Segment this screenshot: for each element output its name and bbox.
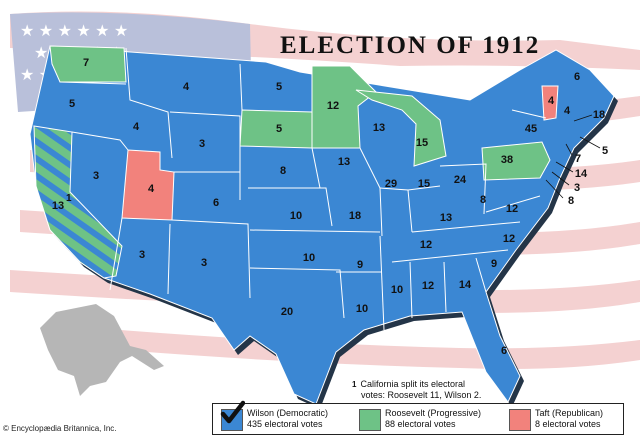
map-title: ELECTION OF 1912 <box>280 32 541 59</box>
label-colorado: 6 <box>213 197 219 209</box>
label-nevada: 3 <box>93 170 99 182</box>
label-new-hampshire: 4 <box>564 105 571 117</box>
label-arizona: 3 <box>139 249 145 261</box>
legend: Wilson (Democratic) 435 electoral votes … <box>212 400 624 435</box>
legend-text-roosevelt: Roosevelt (Progressive) 88 electoral vot… <box>385 408 481 430</box>
copyright: © Encyclopædia Britannica, Inc. <box>3 424 117 433</box>
legend-item-wilson: Wilson (Democratic) 435 electoral votes <box>220 400 351 431</box>
state-washington <box>49 45 127 83</box>
label-rhode-island: 5 <box>602 145 608 157</box>
label-west-virginia: 8 <box>480 194 486 206</box>
label-texas: 20 <box>281 306 293 318</box>
legend-text-taft: Taft (Republican) 8 electoral votes <box>535 408 603 430</box>
callout-leaders <box>545 114 601 199</box>
label-pennsylvania: 38 <box>501 154 513 166</box>
label-maryland: 8 <box>568 195 574 207</box>
legend-votes-taft: 8 electoral votes <box>535 419 601 429</box>
label-utah: 4 <box>148 183 155 195</box>
label-indiana: 15 <box>418 178 430 190</box>
label-ohio: 24 <box>454 174 467 186</box>
label-minnesota: 12 <box>327 100 339 112</box>
label-iowa: 13 <box>338 156 350 168</box>
label-florida: 6 <box>501 345 507 357</box>
legend-votes-roosevelt: 88 electoral votes <box>385 419 456 429</box>
legend-item-taft: Taft (Republican) 8 electoral votes <box>509 408 619 431</box>
label-massachusetts: 18 <box>593 109 605 121</box>
label-nebraska: 8 <box>280 165 286 177</box>
label-california-footnote: 1 <box>66 193 72 204</box>
label-maine: 6 <box>574 71 580 83</box>
label-south-dakota: 5 <box>276 123 282 135</box>
label-alabama: 12 <box>422 280 434 292</box>
label-oregon: 5 <box>69 98 75 110</box>
footnote-marker: 1 <box>352 380 357 389</box>
label-washington: 7 <box>83 57 89 69</box>
label-michigan: 15 <box>416 137 428 149</box>
label-missouri: 18 <box>349 210 361 222</box>
footnote-line-1: California split its electoral <box>360 379 465 389</box>
legend-name-roosevelt: Roosevelt (Progressive) <box>385 408 482 418</box>
legend-name-taft: Taft (Republican) <box>535 408 604 418</box>
svg-text:★ ★ ★ ★ ★ ★: ★ ★ ★ ★ ★ ★ <box>20 23 128 40</box>
label-south-carolina: 9 <box>491 258 497 270</box>
legend-swatch-roosevelt <box>359 409 381 431</box>
label-oklahoma: 10 <box>303 252 315 264</box>
label-vermont: 4 <box>548 95 555 107</box>
alaska-shape <box>40 304 164 396</box>
label-wyoming: 3 <box>199 138 205 150</box>
label-new-jersey: 14 <box>575 168 588 180</box>
electoral-vote-labels: 7 5 13 1 4 3 4 3 4 6 3 3 5 5 8 10 10 20 … <box>52 57 608 357</box>
legend-item-roosevelt: Roosevelt (Progressive) 88 electoral vot… <box>359 408 499 431</box>
label-mississippi: 10 <box>391 284 403 296</box>
label-connecticut: 7 <box>575 153 581 165</box>
footnote: 1 California split its electoral votes: R… <box>352 379 582 401</box>
footnote-line-2: votes: Roosevelt 11, Wilson 2. <box>361 390 482 400</box>
state-california <box>33 125 123 279</box>
state-michigan <box>355 89 447 167</box>
label-new-york: 45 <box>525 123 537 135</box>
label-new-mexico: 3 <box>201 257 207 269</box>
label-kansas: 10 <box>290 210 302 222</box>
state-pennsylvania <box>481 141 551 181</box>
label-georgia: 14 <box>459 279 472 291</box>
label-arkansas: 9 <box>357 259 363 271</box>
usa-shape <box>29 45 615 405</box>
legend-swatch-taft <box>509 409 531 431</box>
label-tennessee: 12 <box>420 239 432 251</box>
label-california: 13 <box>52 200 64 212</box>
legend-name-wilson: Wilson (Democratic) <box>247 408 329 418</box>
state-vermont <box>541 85 559 121</box>
label-north-carolina: 12 <box>503 233 515 245</box>
label-idaho: 4 <box>133 121 140 133</box>
legend-text-wilson: Wilson (Democratic) 435 electoral votes <box>247 408 328 430</box>
label-kentucky: 13 <box>440 212 452 224</box>
label-delaware: 3 <box>574 182 580 194</box>
label-montana: 4 <box>183 81 190 93</box>
label-north-dakota: 5 <box>276 81 282 93</box>
label-louisiana: 10 <box>356 303 368 315</box>
label-illinois: 29 <box>385 178 397 190</box>
label-wisconsin: 13 <box>373 122 385 134</box>
state-borders <box>59 47 547 331</box>
legend-votes-wilson: 435 electoral votes <box>247 419 323 429</box>
winner-checkmark-icon <box>220 400 245 424</box>
label-virginia: 12 <box>506 203 518 215</box>
